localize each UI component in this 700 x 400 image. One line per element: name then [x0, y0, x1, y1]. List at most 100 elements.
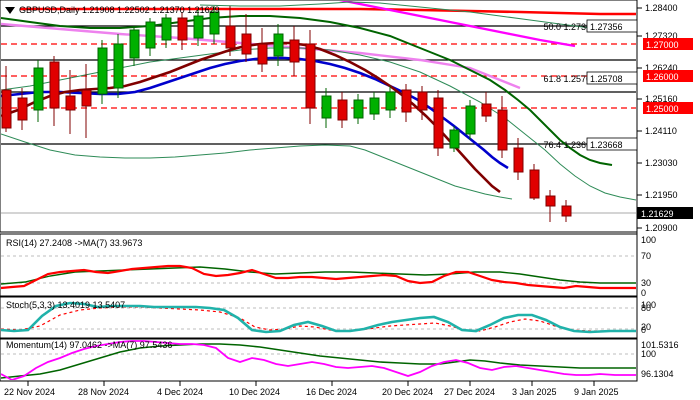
date-axis-label: 4 Dec 2024 — [157, 387, 203, 397]
symbol-header[interactable]: GBPUSD,Daily 1.21908 1.22502 1.21370 1.2… — [5, 5, 220, 15]
stochastic-axis: 100 80 20 0 — [641, 300, 656, 335]
fib-axis-tag-label: 1.23668 — [590, 140, 623, 150]
candle — [145, 18, 156, 56]
candle — [369, 92, 380, 120]
candle — [177, 12, 188, 50]
candle — [113, 34, 124, 98]
momentum-ma-line — [1, 343, 636, 379]
date-axis[interactable]: 22 Nov 2024 28 Nov 2024 4 Dec 2024 10 De… — [0, 380, 637, 397]
candle — [433, 90, 444, 156]
level-tag-127000: 1.27000 — [643, 38, 693, 50]
price-axis-label: 1.26240 — [645, 63, 678, 73]
candle — [337, 92, 348, 128]
candle — [97, 40, 108, 104]
date-axis-label: 10 Dec 2024 — [229, 387, 280, 397]
candle — [49, 56, 60, 126]
stochastic-title: Stoch(5,3,3) 13.4019 13.5407 — [6, 300, 125, 310]
rsi-line — [1, 264, 636, 290]
rsi-axis: 100 70 30 0 — [641, 235, 656, 298]
current-price-tag: 1.21629 — [637, 207, 693, 219]
price-axis-label: 1.23030 — [645, 158, 678, 168]
fib-axis-tag-764: 1.23668 — [586, 137, 638, 151]
price-level-dashed-lines — [1, 43, 636, 109]
price-axis-label: 1.20900 — [645, 223, 678, 233]
ma-slow-darkred — [1, 41, 501, 194]
date-axis-label: 28 Nov 2024 — [78, 387, 129, 397]
candle — [449, 126, 460, 152]
candle — [273, 24, 284, 66]
momentum-panel[interactable]: Momentum(14) 97.0462 ->MA(7) 97.5436 — [1, 340, 636, 380]
candle — [65, 70, 76, 134]
fib-axis-tag-50: 1.27356 — [586, 19, 638, 33]
band-upper-green — [1, 15, 613, 166]
trendline-magenta — [338, 1, 576, 48]
candlestick-series[interactable] — [1, 6, 572, 222]
fib-axis-tag-label: 1.25708 — [590, 74, 623, 84]
stochastic-panel[interactable]: Stoch(5,3,3) 13.4019 13.5407 — [1, 300, 636, 334]
candle — [257, 28, 268, 72]
candle — [305, 30, 316, 124]
candle — [209, 6, 220, 44]
rsi-scale-label: 70 — [641, 251, 651, 261]
band-top-thin-green — [199, 1, 636, 32]
price-axis[interactable]: 1.28400 1.27320 1.26240 1.25160 1.24110 … — [586, 3, 693, 233]
rsi-panel[interactable]: RSI(14) 27.2408 ->MA(7) 33.9673 — [1, 238, 636, 290]
date-axis-label: 20 Dec 2024 — [382, 387, 433, 397]
band-mid-green-thin — [1, 47, 636, 201]
candle — [545, 190, 556, 222]
level-tag-126000: 1.26000 — [643, 70, 693, 82]
price-axis-label: 1.24110 — [645, 126, 677, 136]
symbol-header-text: GBPUSD,Daily 1.21908 1.22502 1.21370 1.2… — [19, 5, 220, 15]
momentum-scale-label: 96.1304 — [641, 369, 674, 379]
candle — [321, 88, 332, 128]
price-axis-label: 1.27320 — [645, 31, 678, 41]
fib-axis-tag-618: 1.25708 — [586, 71, 638, 85]
candle — [33, 60, 44, 122]
fib-label-50: 50.0 1.27356 — [543, 22, 596, 32]
candle — [241, 14, 252, 62]
panel-frames — [0, 0, 638, 382]
price-axis-label: 1.25160 — [645, 94, 678, 104]
resistance-line-red — [20, 7, 636, 16]
rsi-scale-label: 100 — [641, 235, 656, 245]
candle — [529, 164, 540, 200]
momentum-title: Momentum(14) 97.0462 ->MA(7) 97.5436 — [6, 340, 172, 350]
candle — [497, 96, 508, 158]
candle — [1, 66, 12, 132]
candle — [161, 14, 172, 48]
rsi-ma-line — [1, 266, 636, 285]
price-axis-label: 1.28400 — [645, 3, 678, 13]
current-price-tag-label: 1.21629 — [641, 209, 674, 219]
candle — [17, 88, 28, 130]
candle — [465, 100, 476, 140]
stoch-scale-label: 0 — [641, 325, 646, 335]
momentum-line — [1, 340, 636, 380]
momentum-axis: 101.5316 100 96.1304 — [641, 340, 679, 379]
stoch-scale-label: 20 — [641, 322, 651, 332]
candle — [417, 86, 428, 120]
fib-label-618: 61.8 1.25708 — [543, 74, 596, 84]
candle — [81, 64, 92, 138]
level-tag-label: 1.25000 — [646, 104, 679, 114]
candle — [129, 26, 140, 66]
band-lower-green — [1, 133, 513, 200]
candle — [193, 10, 204, 46]
level-tag-label: 1.27000 — [646, 40, 679, 50]
date-axis-label: 27 Dec 2024 — [444, 387, 495, 397]
candle — [289, 26, 300, 76]
price-panel[interactable]: 50.0 1.27356 61.8 1.25708 76.4 1.23668 — [1, 0, 636, 222]
candle — [401, 84, 412, 122]
ma-fast-blue — [1, 56, 509, 170]
level-tag-125000: 1.25000 — [643, 102, 693, 114]
level-tag-label: 1.26000 — [646, 72, 679, 82]
fib-label-764: 76.4 1.23668 — [543, 140, 596, 150]
fib-axis-tag-label: 1.27356 — [590, 22, 623, 32]
date-axis-label: 16 Dec 2024 — [306, 387, 357, 397]
date-axis-label: 22 Nov 2024 — [4, 387, 55, 397]
candle — [225, 6, 236, 56]
rsi-scale-label: 30 — [641, 278, 651, 288]
date-axis-label: 9 Jan 2025 — [574, 387, 619, 397]
triangle-down-icon[interactable] — [5, 7, 15, 14]
momentum-scale-label: 101.5316 — [641, 340, 679, 350]
